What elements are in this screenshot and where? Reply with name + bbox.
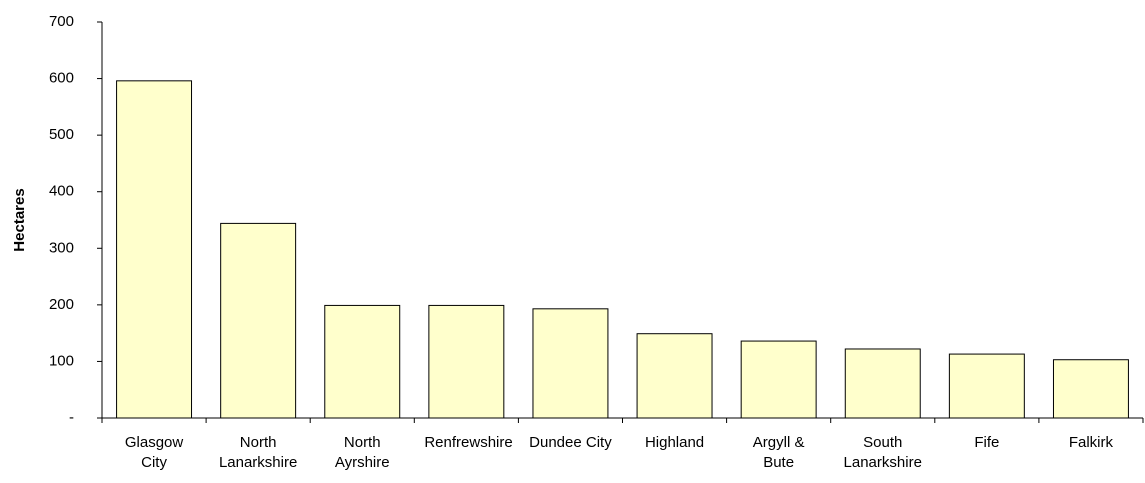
- bar: [324, 304, 401, 419]
- bar: [740, 340, 817, 419]
- x-tick-label-box: Glasgow City: [102, 433, 206, 473]
- bar: [532, 308, 609, 419]
- x-tick-label: Glasgow City: [124, 434, 184, 471]
- bar: [844, 348, 921, 419]
- x-tick-label: South Lanarkshire: [843, 434, 922, 471]
- x-tick-label: Argyll & Bute: [752, 434, 805, 471]
- x-tick-label-box: Falkirk: [1039, 433, 1143, 453]
- x-tick-label: Falkirk: [1068, 434, 1114, 451]
- x-tick-label-box: North Lanarkshire: [206, 433, 310, 473]
- y-tick-label: 700: [49, 13, 74, 30]
- y-tick-label: 600: [49, 70, 74, 87]
- x-tick-label-box: South Lanarkshire: [831, 433, 935, 473]
- x-tick-label-box: Renfrewshire: [414, 433, 518, 453]
- bar: [948, 353, 1025, 419]
- x-tick-label: North Lanarkshire: [218, 434, 298, 471]
- y-tick-label: -: [69, 409, 74, 426]
- x-tick-label: Dundee City: [529, 434, 612, 451]
- x-tick-label-box: Fife: [935, 433, 1039, 453]
- x-tick-label-box: North Ayrshire: [310, 433, 414, 473]
- y-tick-label: 200: [49, 296, 74, 313]
- x-tick-label: Highland: [644, 434, 705, 451]
- y-tick-label: 300: [49, 239, 74, 256]
- bar: [1052, 359, 1129, 419]
- x-tick-label-box: Argyll & Bute: [727, 433, 831, 473]
- y-axis-title: Hectares: [11, 188, 28, 251]
- y-tick-label: 100: [49, 352, 74, 369]
- x-tick-label-box: Dundee City: [518, 433, 622, 453]
- x-tick-label: Renfrewshire: [424, 434, 513, 451]
- bar: [116, 80, 193, 419]
- bar: [636, 333, 713, 419]
- y-tick-label: 500: [49, 126, 74, 143]
- x-tick-label: Fife: [974, 434, 1000, 451]
- y-tick-label: 400: [49, 183, 74, 200]
- bar: [428, 304, 505, 419]
- x-tick-label-box: Highland: [623, 433, 727, 453]
- x-tick-label: North Ayrshire: [334, 434, 390, 471]
- bar: [220, 222, 297, 419]
